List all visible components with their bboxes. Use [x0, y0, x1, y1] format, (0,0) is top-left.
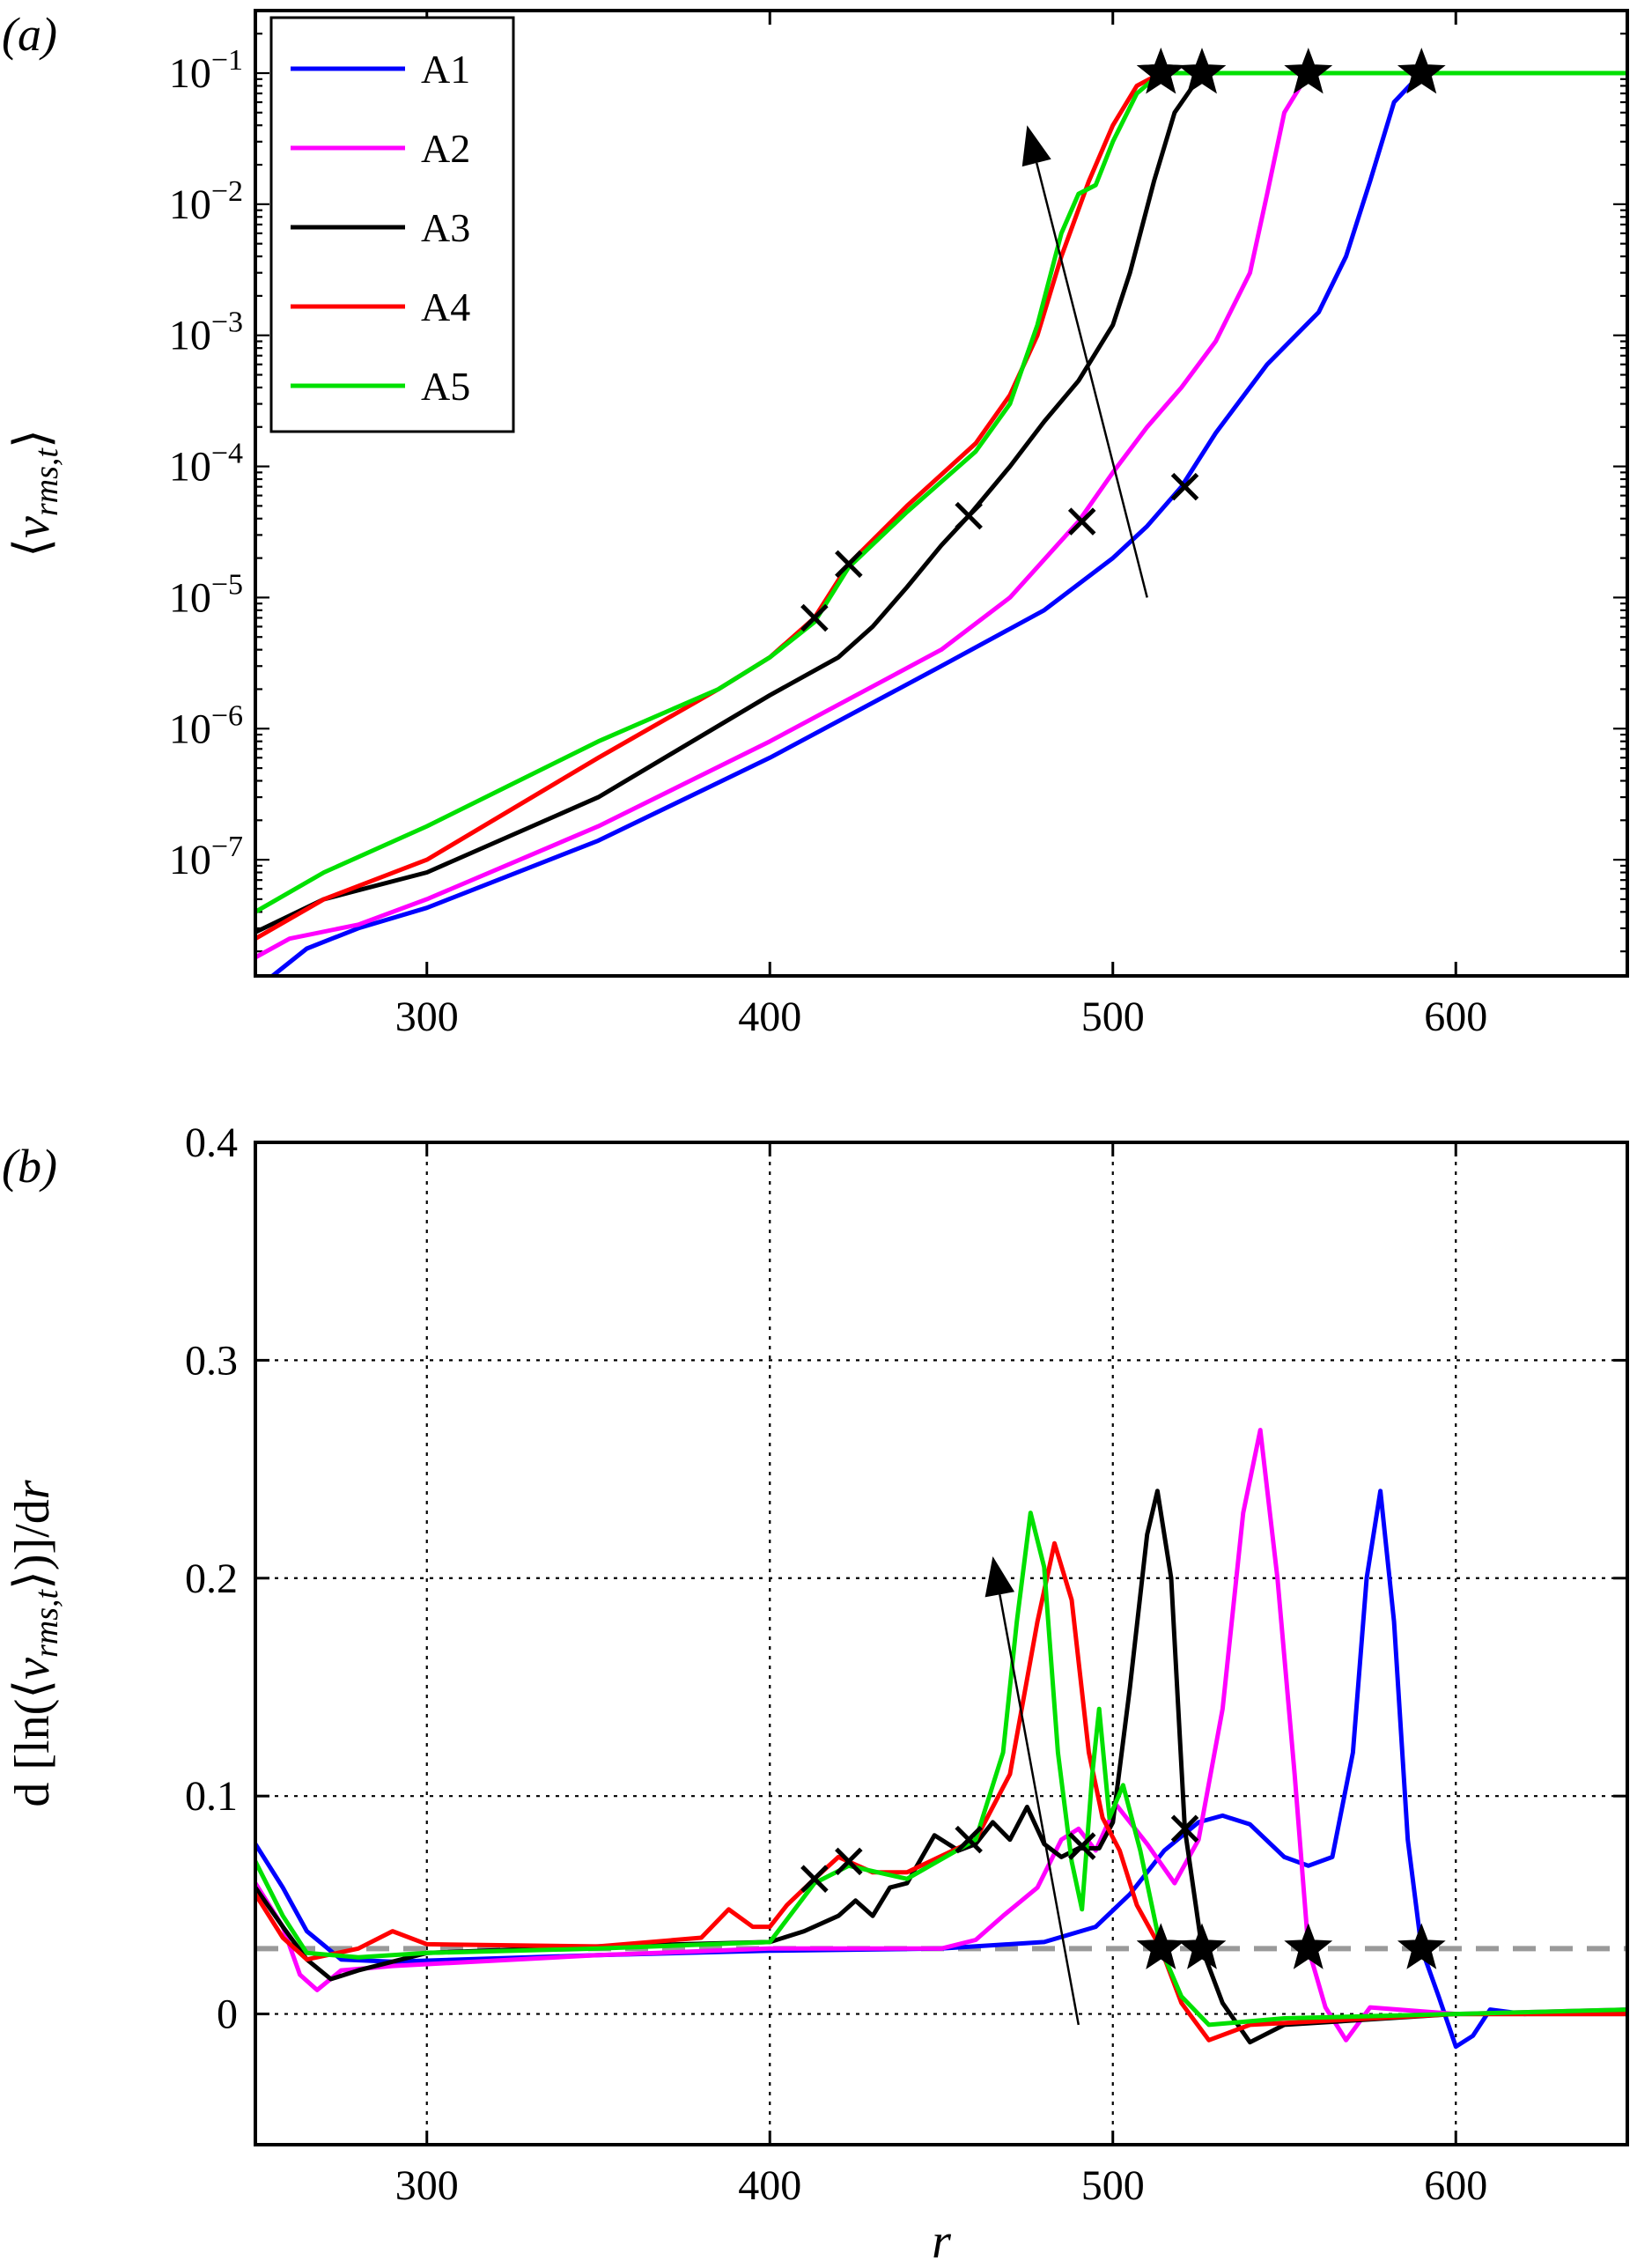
plot-frame	[254, 1141, 1629, 2146]
arrow-head	[1021, 125, 1051, 167]
cross-marker-a4	[800, 603, 829, 632]
arrow-line	[999, 1594, 1080, 2026]
star-marker-a2	[1284, 48, 1333, 94]
x-tick-label: 500	[1081, 2162, 1145, 2209]
plot-frame	[254, 9, 1629, 978]
y-axis-label: d [ln(⟨vrms,t⟩)]/dr	[5, 1480, 65, 1806]
series-line-a1	[270, 70, 1627, 976]
x-axis-label: r	[932, 2214, 951, 2268]
y-tick-label: 10−7	[169, 831, 243, 883]
star-marker-a5	[1136, 1923, 1185, 1969]
y-tick-label: 0.1	[185, 1773, 238, 1820]
series-line-a5	[255, 70, 1627, 914]
legend-label-a4: A4	[421, 284, 470, 329]
cross-marker-a4	[800, 1865, 829, 1893]
y-tick-label: 10−1	[169, 44, 243, 97]
panel-a: 300 400 500 600 10−7 10−6 10−5 10−4 10−3 10−2 10−1…	[2, 8, 1629, 1040]
cross-marker-a3	[955, 1825, 983, 1854]
series-line-a2	[255, 70, 1627, 960]
legend-label-a5: A5	[421, 364, 470, 409]
star-marker-a2	[1284, 1923, 1333, 1969]
cross-marker-a3	[955, 501, 983, 530]
y-tick-label: 10−6	[169, 699, 243, 752]
x-tick-label: 400	[738, 994, 801, 1040]
x-tick-label: 400	[738, 2162, 801, 2209]
arrow-head	[984, 1556, 1015, 1598]
cross-marker-a1	[1170, 1814, 1199, 1843]
panel-b: 300 400 500 600 0 0.1 0.2 0.3 0.4 (b) d [ln(⟨vrms,…	[2, 1119, 1629, 2268]
y-tick-label: 10−5	[169, 568, 243, 621]
legend-label-a2: A2	[421, 126, 470, 171]
y-tick-label: 0	[217, 1991, 238, 2038]
panel-label: (b)	[2, 1140, 57, 1193]
y-tick-label: 10−3	[169, 307, 243, 359]
x-tick-label: 600	[1424, 2162, 1487, 2209]
y-axis-label: ⟨vrms,t⟩	[5, 429, 65, 558]
star-marker-a3	[1177, 48, 1227, 94]
legend-label-a1: A1	[421, 47, 470, 92]
legend-label-a3: A3	[421, 205, 470, 250]
star-marker-a5	[1136, 48, 1185, 94]
series-line-a4	[255, 70, 1627, 942]
cross-marker-a5	[835, 1847, 863, 1876]
star-marker-a1	[1397, 1923, 1446, 1969]
x-tick-label: 300	[395, 994, 459, 1040]
arrow-line	[1036, 162, 1148, 598]
cross-marker-a2	[1067, 507, 1096, 536]
y-tick-label: 10−4	[169, 438, 243, 491]
cross-marker-a5	[835, 550, 863, 579]
y-tick-label: 0.3	[185, 1337, 238, 1384]
legend: A1 A2 A3 A4 A5	[269, 16, 515, 433]
cross-marker-a2	[1067, 1832, 1096, 1860]
cross-marker-a1	[1170, 472, 1199, 501]
x-tick-label: 600	[1424, 994, 1487, 1040]
series-line-a5	[255, 1511, 1627, 2028]
series-line-a4	[255, 1540, 1627, 2043]
x-tick-label: 500	[1081, 994, 1145, 1040]
panel-label: (a)	[2, 8, 57, 61]
star-marker-a1	[1397, 48, 1446, 94]
y-tick-label: 0.2	[185, 1555, 238, 1602]
star-marker-a3	[1177, 1923, 1227, 1969]
x-tick-label: 300	[395, 2162, 459, 2209]
y-tick-label: 0.4	[185, 1119, 238, 1166]
legend-box	[269, 16, 515, 433]
y-tick-label: 10−2	[169, 175, 243, 228]
